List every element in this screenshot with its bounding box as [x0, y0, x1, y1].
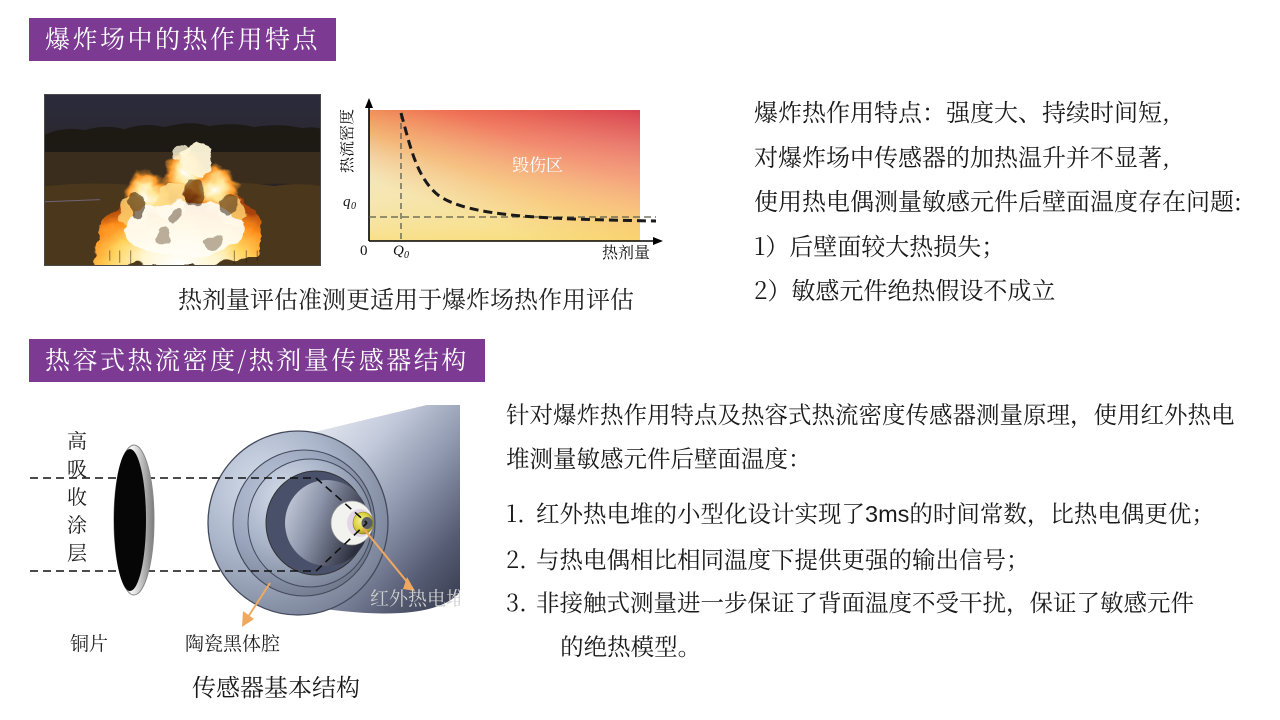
svg-text:收: 收: [67, 481, 87, 510]
svg-text:铜片: 铜片: [70, 629, 108, 656]
svg-text:红外热电堆: 红外热电堆: [370, 584, 460, 611]
svg-text:热流密度: 热流密度: [340, 109, 357, 173]
svg-text:吸: 吸: [67, 453, 87, 482]
svg-text:0: 0: [351, 201, 356, 212]
svg-text:层: 层: [67, 537, 87, 566]
svg-text:Q: Q: [393, 243, 404, 259]
svg-text:0: 0: [360, 243, 368, 259]
svg-text:q: q: [343, 194, 351, 210]
svg-text:陶瓷黑体腔: 陶瓷黑体腔: [185, 629, 280, 656]
svg-text:0: 0: [404, 250, 409, 260]
svg-text:高: 高: [67, 425, 87, 454]
svg-text:热剂量: 热剂量: [602, 240, 650, 260]
svg-text:毁伤区: 毁伤区: [512, 151, 563, 176]
svg-text:涂: 涂: [67, 509, 87, 538]
